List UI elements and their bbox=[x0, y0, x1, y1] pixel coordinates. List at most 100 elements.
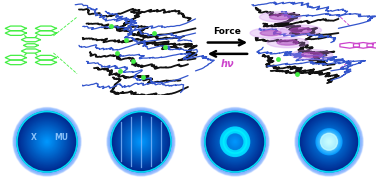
Circle shape bbox=[267, 37, 308, 48]
Ellipse shape bbox=[133, 134, 149, 149]
Ellipse shape bbox=[131, 131, 151, 152]
Ellipse shape bbox=[24, 119, 70, 165]
Ellipse shape bbox=[314, 127, 344, 156]
Circle shape bbox=[290, 28, 311, 33]
Ellipse shape bbox=[314, 126, 344, 157]
Ellipse shape bbox=[313, 125, 345, 158]
Ellipse shape bbox=[111, 112, 171, 172]
Ellipse shape bbox=[233, 140, 237, 143]
Ellipse shape bbox=[295, 108, 363, 176]
Ellipse shape bbox=[228, 135, 242, 149]
Ellipse shape bbox=[18, 112, 76, 171]
Ellipse shape bbox=[132, 132, 150, 151]
Ellipse shape bbox=[19, 113, 75, 170]
Ellipse shape bbox=[125, 125, 157, 158]
Ellipse shape bbox=[208, 114, 262, 169]
Ellipse shape bbox=[321, 134, 337, 149]
Ellipse shape bbox=[201, 108, 269, 176]
Ellipse shape bbox=[20, 115, 74, 169]
Ellipse shape bbox=[14, 108, 80, 175]
Ellipse shape bbox=[308, 121, 350, 163]
Ellipse shape bbox=[215, 122, 255, 162]
Ellipse shape bbox=[320, 133, 338, 150]
Ellipse shape bbox=[234, 141, 236, 143]
Circle shape bbox=[250, 28, 291, 38]
Ellipse shape bbox=[124, 125, 158, 159]
Ellipse shape bbox=[213, 119, 257, 164]
Ellipse shape bbox=[42, 137, 52, 147]
Ellipse shape bbox=[25, 119, 69, 164]
Ellipse shape bbox=[119, 119, 163, 164]
Ellipse shape bbox=[206, 112, 264, 171]
Ellipse shape bbox=[300, 112, 358, 171]
Ellipse shape bbox=[122, 123, 160, 161]
Ellipse shape bbox=[38, 133, 56, 150]
Ellipse shape bbox=[328, 141, 330, 143]
Ellipse shape bbox=[43, 137, 51, 146]
Ellipse shape bbox=[28, 123, 66, 161]
Ellipse shape bbox=[214, 121, 256, 163]
Ellipse shape bbox=[303, 116, 355, 168]
Ellipse shape bbox=[21, 116, 73, 168]
Ellipse shape bbox=[135, 136, 147, 148]
Ellipse shape bbox=[140, 141, 142, 143]
Ellipse shape bbox=[295, 108, 363, 176]
Circle shape bbox=[291, 50, 333, 60]
Ellipse shape bbox=[318, 131, 340, 153]
Ellipse shape bbox=[107, 108, 175, 176]
Text: Mechanochromism: Mechanochromism bbox=[140, 99, 236, 108]
Ellipse shape bbox=[324, 137, 334, 147]
Ellipse shape bbox=[114, 115, 168, 169]
Circle shape bbox=[277, 40, 298, 45]
Ellipse shape bbox=[322, 135, 336, 149]
Ellipse shape bbox=[325, 137, 333, 146]
Ellipse shape bbox=[205, 112, 265, 172]
Ellipse shape bbox=[13, 108, 81, 176]
Ellipse shape bbox=[217, 124, 253, 160]
Ellipse shape bbox=[222, 129, 248, 155]
Ellipse shape bbox=[44, 138, 50, 145]
Ellipse shape bbox=[311, 124, 347, 160]
Ellipse shape bbox=[134, 135, 148, 149]
Ellipse shape bbox=[212, 119, 258, 165]
Ellipse shape bbox=[108, 108, 174, 175]
Ellipse shape bbox=[112, 112, 170, 171]
Circle shape bbox=[302, 52, 323, 57]
Ellipse shape bbox=[29, 124, 65, 160]
Ellipse shape bbox=[226, 133, 244, 150]
Ellipse shape bbox=[30, 125, 64, 159]
Ellipse shape bbox=[118, 119, 164, 165]
Ellipse shape bbox=[13, 107, 81, 176]
Ellipse shape bbox=[220, 126, 250, 157]
Ellipse shape bbox=[216, 123, 254, 161]
Ellipse shape bbox=[223, 130, 247, 154]
Ellipse shape bbox=[296, 108, 362, 175]
Ellipse shape bbox=[115, 116, 167, 168]
Ellipse shape bbox=[126, 126, 156, 157]
Ellipse shape bbox=[41, 136, 53, 148]
Ellipse shape bbox=[36, 131, 58, 153]
Ellipse shape bbox=[308, 120, 350, 163]
Ellipse shape bbox=[26, 120, 68, 163]
Ellipse shape bbox=[225, 131, 245, 152]
Ellipse shape bbox=[22, 117, 72, 167]
Ellipse shape bbox=[304, 117, 354, 167]
Ellipse shape bbox=[305, 118, 353, 166]
Ellipse shape bbox=[114, 114, 168, 169]
Ellipse shape bbox=[229, 136, 241, 148]
Ellipse shape bbox=[107, 108, 175, 176]
Ellipse shape bbox=[32, 127, 62, 156]
Ellipse shape bbox=[326, 138, 332, 145]
Ellipse shape bbox=[309, 122, 349, 162]
Ellipse shape bbox=[23, 118, 71, 166]
Ellipse shape bbox=[137, 137, 145, 146]
Ellipse shape bbox=[219, 125, 251, 158]
Ellipse shape bbox=[45, 140, 49, 143]
Ellipse shape bbox=[35, 130, 59, 154]
Ellipse shape bbox=[320, 132, 338, 151]
Ellipse shape bbox=[31, 125, 63, 158]
Text: X: X bbox=[31, 133, 37, 143]
Ellipse shape bbox=[38, 132, 56, 151]
Ellipse shape bbox=[138, 139, 144, 144]
Ellipse shape bbox=[120, 121, 162, 163]
